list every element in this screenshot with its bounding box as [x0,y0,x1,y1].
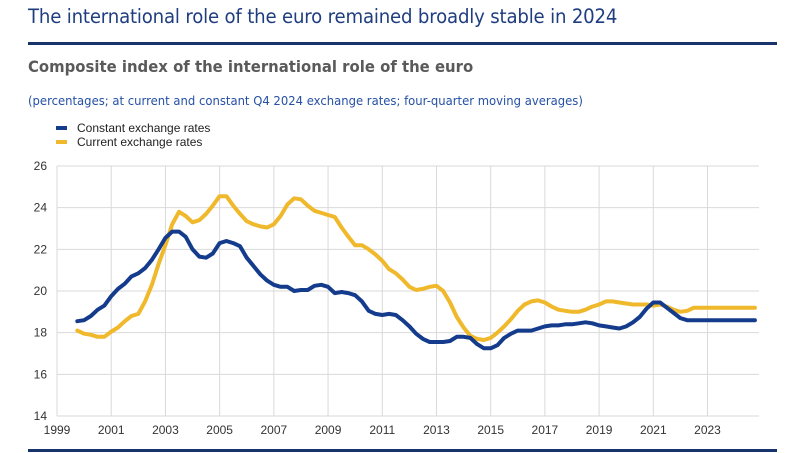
y-tick-label: 18 [34,326,48,340]
footer-divider [28,449,777,452]
x-tick-label: 2011 [369,423,395,437]
y-tick-label: 24 [34,201,48,215]
x-tick-label: 2007 [260,423,287,437]
chart-grid [56,165,759,417]
chart-series [75,194,757,351]
x-tick-label: 2003 [152,423,179,437]
x-tick-label: 2017 [532,423,559,437]
x-tick-label: 2013 [423,423,450,437]
legend-label-constant: Constant exchange rates [77,121,211,135]
x-tick-label: 2001 [98,423,125,437]
y-axis: 14 16 18 20 22 24 26 [34,159,48,423]
x-tick-label: 2009 [315,423,342,437]
x-tick-label: 2005 [206,423,233,437]
series-line-constant-exchange-rates [75,229,757,351]
x-tick-label: 2023 [694,423,721,437]
y-tick-label: 16 [34,367,48,381]
legend-swatch-current [56,140,67,144]
x-tick-label: 2021 [640,423,667,437]
chart-title: Composite index of the international rol… [28,57,474,76]
x-tick-label: 2015 [477,423,504,437]
chart-legend: Constant exchange rates Current exchange… [56,121,210,149]
chart-subtitle-note: (percentages; at current and constant Q4… [28,93,583,108]
legend-item-current: Current exchange rates [56,135,210,149]
y-tick-label: 14 [34,409,48,423]
x-tick-label: 2019 [586,423,613,437]
page-headline: The international role of the euro remai… [28,5,618,28]
y-tick-label: 26 [34,159,48,173]
x-axis: 1999 2001 2003 2005 2007 2009 2011 2013 2015 2017… [44,423,722,437]
line-chart: 14 16 18 20 22 24 26 1999 2001 2003 2005 2007 2009 2… [34,159,759,437]
header-divider [28,42,777,45]
y-tick-label: 20 [34,284,48,298]
series-line-current-exchange-rates [75,194,757,342]
legend-swatch-constant [56,126,67,130]
y-tick-label: 22 [34,242,48,256]
legend-label-current: Current exchange rates [77,135,203,149]
x-tick-label: 1999 [44,423,71,437]
legend-item-constant: Constant exchange rates [56,121,210,135]
